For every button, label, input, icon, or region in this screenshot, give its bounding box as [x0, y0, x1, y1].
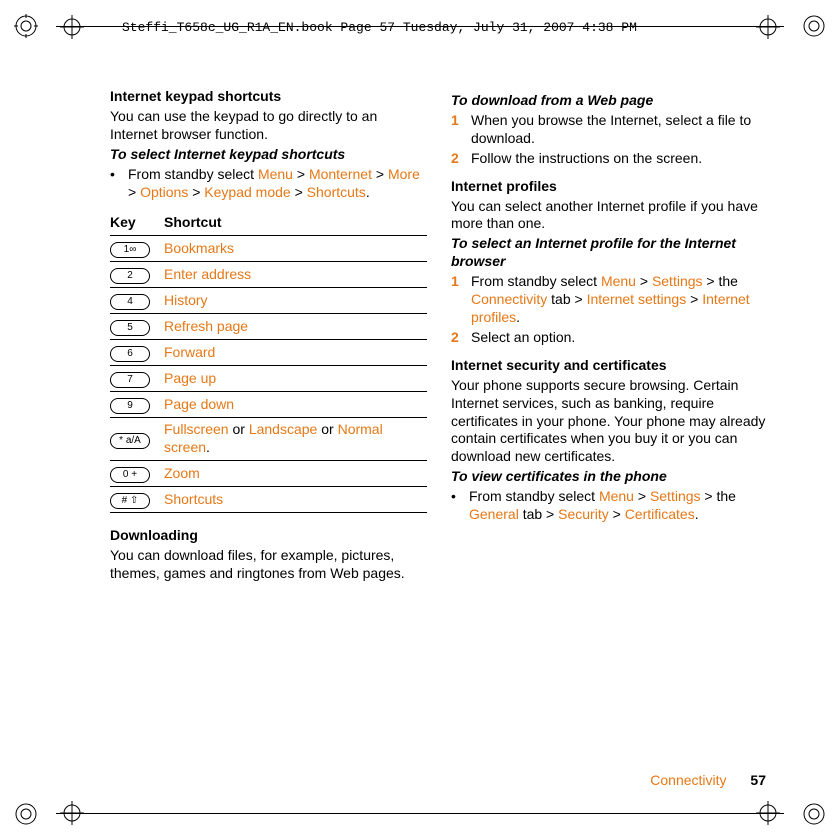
- heading-downloading: Downloading: [110, 527, 427, 545]
- step-row: 1 From standby select Menu > Settings > …: [451, 273, 768, 327]
- subheading: To download from a Web page: [451, 92, 768, 110]
- keycap-icon: 9: [110, 398, 150, 414]
- crop-mark-icon: [14, 802, 38, 826]
- body-text: You can select another Internet profile …: [451, 198, 768, 234]
- subheading: To view certificates in the phone: [451, 468, 768, 486]
- table-row: 2Enter address: [110, 262, 427, 288]
- bullet-icon: •: [451, 488, 461, 524]
- subheading: To select Internet keypad shortcuts: [110, 146, 427, 164]
- step-text: When you browse the Internet, select a f…: [471, 112, 768, 148]
- instruction-bullet: • From standby select Menu > Settings > …: [451, 488, 768, 524]
- running-header: Steffi_T658c_UG_R1A_EN.book Page 57 Tues…: [122, 20, 637, 35]
- chapter-name: Connectivity: [650, 772, 726, 788]
- body-text: You can download files, for example, pic…: [110, 547, 427, 583]
- table-row: 0 +Zoom: [110, 461, 427, 487]
- instruction-text: From standby select Menu > Monternet > M…: [128, 166, 427, 202]
- table-row: 9Page down: [110, 392, 427, 418]
- bullet-icon: •: [110, 166, 120, 202]
- page-number: 57: [750, 772, 766, 788]
- step-row: 2 Follow the instructions on the screen.: [451, 150, 768, 168]
- crop-mark-icon: [802, 802, 826, 826]
- table-row: 1∞Bookmarks: [110, 236, 427, 262]
- keycap-icon: 5: [110, 320, 150, 336]
- keycap-icon: * a/A: [110, 433, 150, 449]
- registration-mark-icon: [756, 801, 780, 825]
- instruction-text: From standby select Menu > Settings > th…: [469, 488, 768, 524]
- subheading: To select an Internet profile for the In…: [451, 235, 768, 271]
- heading-internet-profiles: Internet profiles: [451, 178, 768, 196]
- registration-mark-icon: [60, 15, 84, 39]
- step-text: Follow the instructions on the screen.: [471, 150, 768, 168]
- step-text: Select an option.: [471, 329, 768, 347]
- col-shortcut: Shortcut: [164, 211, 427, 235]
- step-row: 1 When you browse the Internet, select a…: [451, 112, 768, 148]
- left-column: Internet keypad shortcuts You can use th…: [110, 88, 427, 760]
- registration-mark-icon: [756, 15, 780, 39]
- col-key: Key: [110, 211, 164, 235]
- step-number: 2: [451, 329, 463, 347]
- keycap-icon: 4: [110, 294, 150, 310]
- crop-mark-icon: [802, 14, 826, 38]
- step-text: From standby select Menu > Settings > th…: [471, 273, 768, 327]
- table-row: 7Page up: [110, 366, 427, 392]
- table-row: 6Forward: [110, 340, 427, 366]
- keycap-icon: 6: [110, 346, 150, 362]
- page-footer: Connectivity 57: [650, 772, 766, 788]
- shortcuts-table: Key Shortcut 1∞Bookmarks 2Enter address …: [110, 211, 427, 513]
- registration-mark-icon: [60, 801, 84, 825]
- keycap-icon: 1∞: [110, 242, 150, 258]
- keycap-icon: 0 +: [110, 467, 150, 483]
- table-header-row: Key Shortcut: [110, 211, 427, 235]
- table-row: # ⇧Shortcuts: [110, 487, 427, 513]
- body-text: Your phone supports secure browsing. Cer…: [451, 377, 768, 467]
- footer-rule: [56, 813, 784, 814]
- step-row: 2 Select an option.: [451, 329, 768, 347]
- body-text: You can use the keypad to go directly to…: [110, 108, 427, 144]
- instruction-bullet: • From standby select Menu > Monternet >…: [110, 166, 427, 202]
- shortcut-cell: Fullscreen or Landscape or Normal screen…: [164, 418, 427, 461]
- step-number: 1: [451, 273, 463, 327]
- crop-mark-icon: [14, 14, 38, 38]
- heading-security: Internet security and certificates: [451, 357, 768, 375]
- step-number: 2: [451, 150, 463, 168]
- table-row: 5Refresh page: [110, 314, 427, 340]
- table-row: * a/A Fullscreen or Landscape or Normal …: [110, 418, 427, 461]
- heading-internet-keypad-shortcuts: Internet keypad shortcuts: [110, 88, 427, 106]
- keycap-icon: 7: [110, 372, 150, 388]
- right-column: To download from a Web page 1 When you b…: [451, 88, 768, 760]
- keycap-icon: # ⇧: [110, 493, 150, 509]
- keycap-icon: 2: [110, 268, 150, 284]
- step-number: 1: [451, 112, 463, 148]
- page-content: Internet keypad shortcuts You can use th…: [110, 88, 768, 760]
- table-row: 4History: [110, 288, 427, 314]
